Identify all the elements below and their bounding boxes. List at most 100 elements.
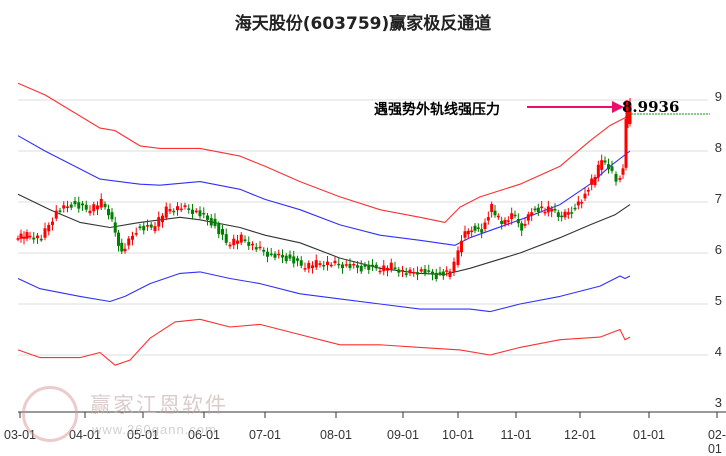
candle	[221, 229, 224, 235]
candle	[43, 228, 47, 238]
x-tick-label: 09-01	[387, 428, 419, 442]
candle	[530, 212, 534, 216]
candle	[228, 244, 232, 247]
candle	[386, 267, 389, 271]
candle	[389, 262, 393, 270]
x-tick-label: 08-01	[320, 428, 352, 442]
y-tick-label: 8	[714, 140, 722, 155]
candle	[423, 269, 427, 274]
candlesticks	[16, 97, 632, 282]
candle	[516, 219, 520, 224]
candle	[337, 263, 341, 266]
candle	[408, 269, 412, 274]
candle	[138, 226, 142, 228]
candle	[506, 220, 510, 222]
candle	[466, 230, 470, 235]
candle	[62, 205, 66, 209]
candle	[314, 260, 318, 268]
x-tick-label: 04-01	[69, 428, 101, 442]
candle	[209, 218, 213, 226]
candle	[503, 219, 507, 225]
candle	[77, 202, 81, 209]
candle	[66, 206, 69, 208]
candle	[586, 189, 590, 192]
candle	[563, 211, 567, 218]
candle	[434, 272, 438, 280]
candle	[470, 230, 474, 233]
x-tick-label: 11-01	[500, 428, 532, 442]
candle	[371, 264, 374, 267]
candle	[573, 207, 577, 210]
candle	[348, 263, 352, 268]
annotation-label: 遇强势外轨线强压力	[374, 102, 500, 118]
candle	[416, 272, 419, 275]
candle	[341, 264, 344, 269]
candle	[113, 222, 117, 233]
candle	[131, 235, 134, 240]
candle	[476, 227, 480, 229]
x-tick-label: 10-01	[442, 428, 474, 442]
candle	[73, 200, 77, 205]
candle	[523, 223, 527, 226]
candle	[198, 210, 202, 217]
candle	[232, 238, 236, 246]
candle	[493, 210, 497, 216]
candle	[367, 264, 371, 270]
candle	[500, 220, 504, 224]
candle	[397, 269, 401, 273]
x-tick-label: 12-01	[564, 428, 596, 442]
y-tick-label: 7	[714, 191, 722, 206]
candle	[382, 265, 386, 272]
candle	[36, 235, 39, 239]
candle	[543, 211, 547, 214]
candle	[277, 253, 281, 256]
candle	[176, 206, 179, 211]
annotation-value: 8.9936	[622, 98, 680, 116]
candle	[307, 262, 311, 269]
candle	[194, 210, 198, 213]
candle	[363, 264, 367, 267]
candle	[322, 264, 326, 267]
candle	[431, 271, 434, 275]
candle	[284, 255, 288, 262]
candle	[288, 254, 292, 259]
y-tick-label: 3	[714, 395, 722, 410]
candle	[99, 198, 103, 208]
candle	[513, 214, 517, 217]
candle	[127, 238, 131, 246]
candle	[153, 226, 157, 232]
candle	[445, 270, 449, 272]
candle	[303, 268, 307, 270]
candle	[318, 263, 322, 265]
candle	[344, 264, 348, 266]
candle	[520, 223, 524, 231]
candle	[273, 253, 277, 258]
candle	[32, 237, 36, 240]
candle	[600, 160, 604, 170]
candle	[149, 224, 153, 228]
candle	[58, 210, 62, 212]
candle	[47, 224, 51, 232]
candle	[88, 210, 92, 214]
band-inner_lower	[17, 271, 631, 313]
candle	[243, 239, 247, 241]
candle	[120, 242, 124, 252]
candle	[460, 240, 463, 253]
channel-bands	[17, 82, 631, 366]
x-tick-label: 02-01	[707, 428, 726, 456]
candle	[560, 215, 564, 218]
candle	[117, 232, 120, 246]
candle	[550, 208, 554, 212]
candle	[593, 177, 597, 186]
candle	[533, 208, 537, 211]
candle	[603, 160, 607, 163]
arrow-head-icon	[612, 101, 624, 113]
watermark-url: www.360gann.com	[92, 422, 217, 437]
candle	[146, 225, 149, 227]
candle	[473, 225, 477, 231]
candle	[546, 206, 550, 213]
candle	[624, 118, 628, 168]
candle	[329, 264, 333, 267]
candle	[412, 272, 416, 274]
candle	[540, 206, 544, 209]
